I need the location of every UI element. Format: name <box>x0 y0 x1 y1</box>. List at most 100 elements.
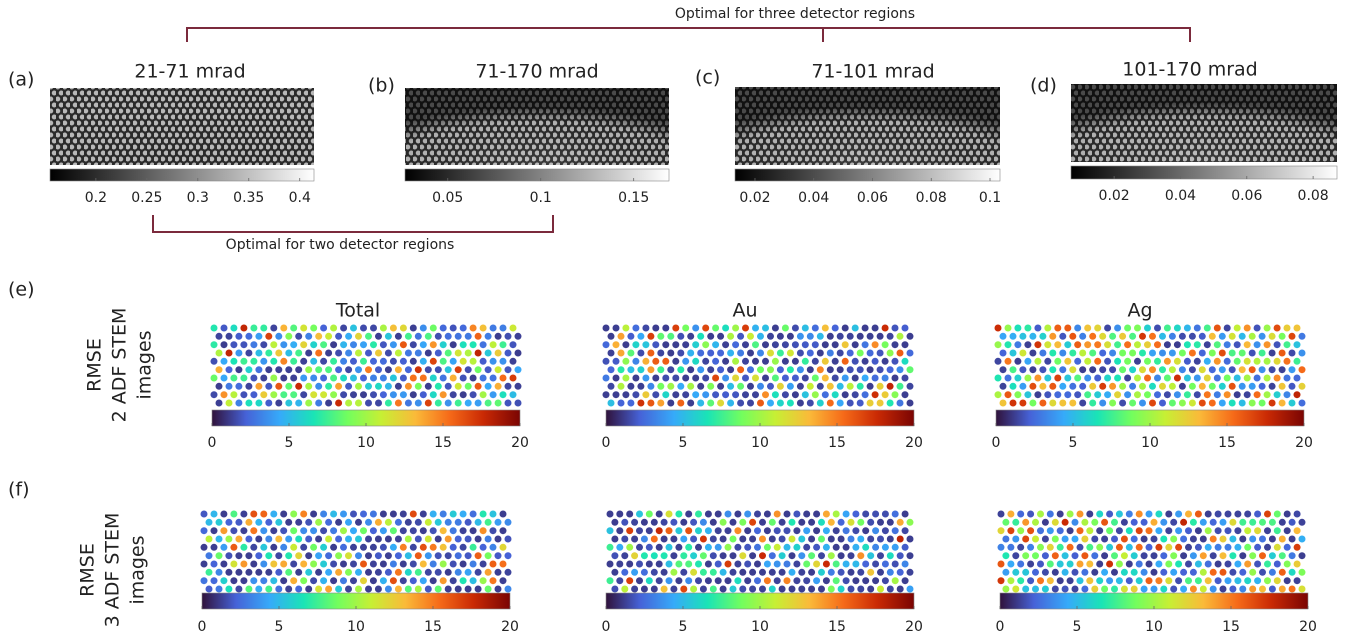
colorbar-tick-label: 15 <box>828 619 846 635</box>
atom <box>871 324 879 332</box>
atom <box>1213 341 1221 349</box>
atom <box>1214 543 1222 551</box>
atom <box>891 510 899 518</box>
atom <box>1185 577 1192 585</box>
atom <box>444 382 452 390</box>
atom <box>424 366 432 374</box>
atom <box>1019 366 1027 374</box>
atom <box>489 560 497 568</box>
atom <box>796 332 804 340</box>
atom <box>1094 374 1102 382</box>
atom <box>384 535 392 543</box>
atom <box>677 382 685 390</box>
colorbar-tick-label: 0.4 <box>289 190 311 206</box>
atom <box>767 382 774 390</box>
atom <box>300 324 308 332</box>
atom <box>449 510 457 518</box>
atom <box>245 535 253 543</box>
atom <box>821 391 829 399</box>
atom <box>1243 391 1251 399</box>
atom <box>862 577 870 585</box>
atom <box>739 585 747 593</box>
atom <box>636 543 643 551</box>
atom <box>821 357 829 365</box>
atom <box>1034 374 1042 382</box>
atom <box>719 568 727 576</box>
atom <box>325 399 333 407</box>
atom <box>999 399 1007 407</box>
atom <box>901 577 909 585</box>
atom <box>1273 341 1281 349</box>
atom <box>1059 349 1067 357</box>
atom <box>320 374 328 382</box>
atom <box>1253 374 1261 382</box>
atom <box>675 577 683 585</box>
atom <box>793 577 801 585</box>
atom <box>280 341 288 349</box>
atom <box>409 391 417 399</box>
atom <box>836 349 844 357</box>
atom <box>861 341 869 349</box>
atom <box>891 527 899 535</box>
atom <box>675 527 683 535</box>
atom <box>611 552 619 560</box>
atom <box>255 552 263 560</box>
colorbar-tick-label: 0.02 <box>739 190 770 206</box>
atom <box>1185 527 1192 535</box>
atom <box>1061 518 1069 526</box>
atom <box>509 324 517 332</box>
atom <box>767 366 774 374</box>
atom <box>714 560 722 568</box>
atom <box>225 568 233 576</box>
atom <box>1109 399 1117 407</box>
atom <box>365 585 372 593</box>
atom <box>389 341 397 349</box>
atom <box>783 510 791 518</box>
atom <box>479 577 487 585</box>
atom <box>896 535 904 543</box>
atom <box>1283 357 1291 365</box>
atom <box>881 543 889 551</box>
atom <box>375 399 382 407</box>
atom <box>856 332 864 340</box>
atom <box>1218 382 1226 390</box>
atom <box>1175 543 1183 551</box>
atom <box>1263 357 1271 365</box>
atom <box>419 341 427 349</box>
atom <box>1168 349 1176 357</box>
atom <box>818 585 825 593</box>
atom <box>901 391 909 399</box>
atom <box>757 332 764 340</box>
atom <box>1091 518 1099 526</box>
atom <box>499 543 507 551</box>
atom <box>626 510 634 518</box>
atom <box>1258 399 1266 407</box>
atom <box>1024 374 1032 382</box>
atom <box>1039 399 1047 407</box>
atom <box>489 510 497 518</box>
atom <box>1178 332 1186 340</box>
atom <box>626 543 634 551</box>
atom <box>687 382 695 390</box>
atom <box>290 374 298 382</box>
atom <box>831 391 839 399</box>
atom <box>399 374 407 382</box>
atom <box>1259 552 1266 560</box>
atom <box>1096 577 1104 585</box>
atom <box>1145 560 1153 568</box>
colorbar-tick-label: 5 <box>275 619 284 635</box>
atom <box>1178 382 1186 390</box>
atom <box>826 349 834 357</box>
atom <box>1239 552 1247 560</box>
atom <box>429 560 437 568</box>
atom <box>1268 535 1276 543</box>
atom <box>325 349 333 357</box>
atom <box>771 357 779 365</box>
atom <box>200 527 208 535</box>
atom <box>404 535 412 543</box>
atom <box>727 382 735 390</box>
atom <box>1178 349 1186 357</box>
atom <box>768 535 776 543</box>
atom <box>235 399 243 407</box>
atom <box>786 366 794 374</box>
